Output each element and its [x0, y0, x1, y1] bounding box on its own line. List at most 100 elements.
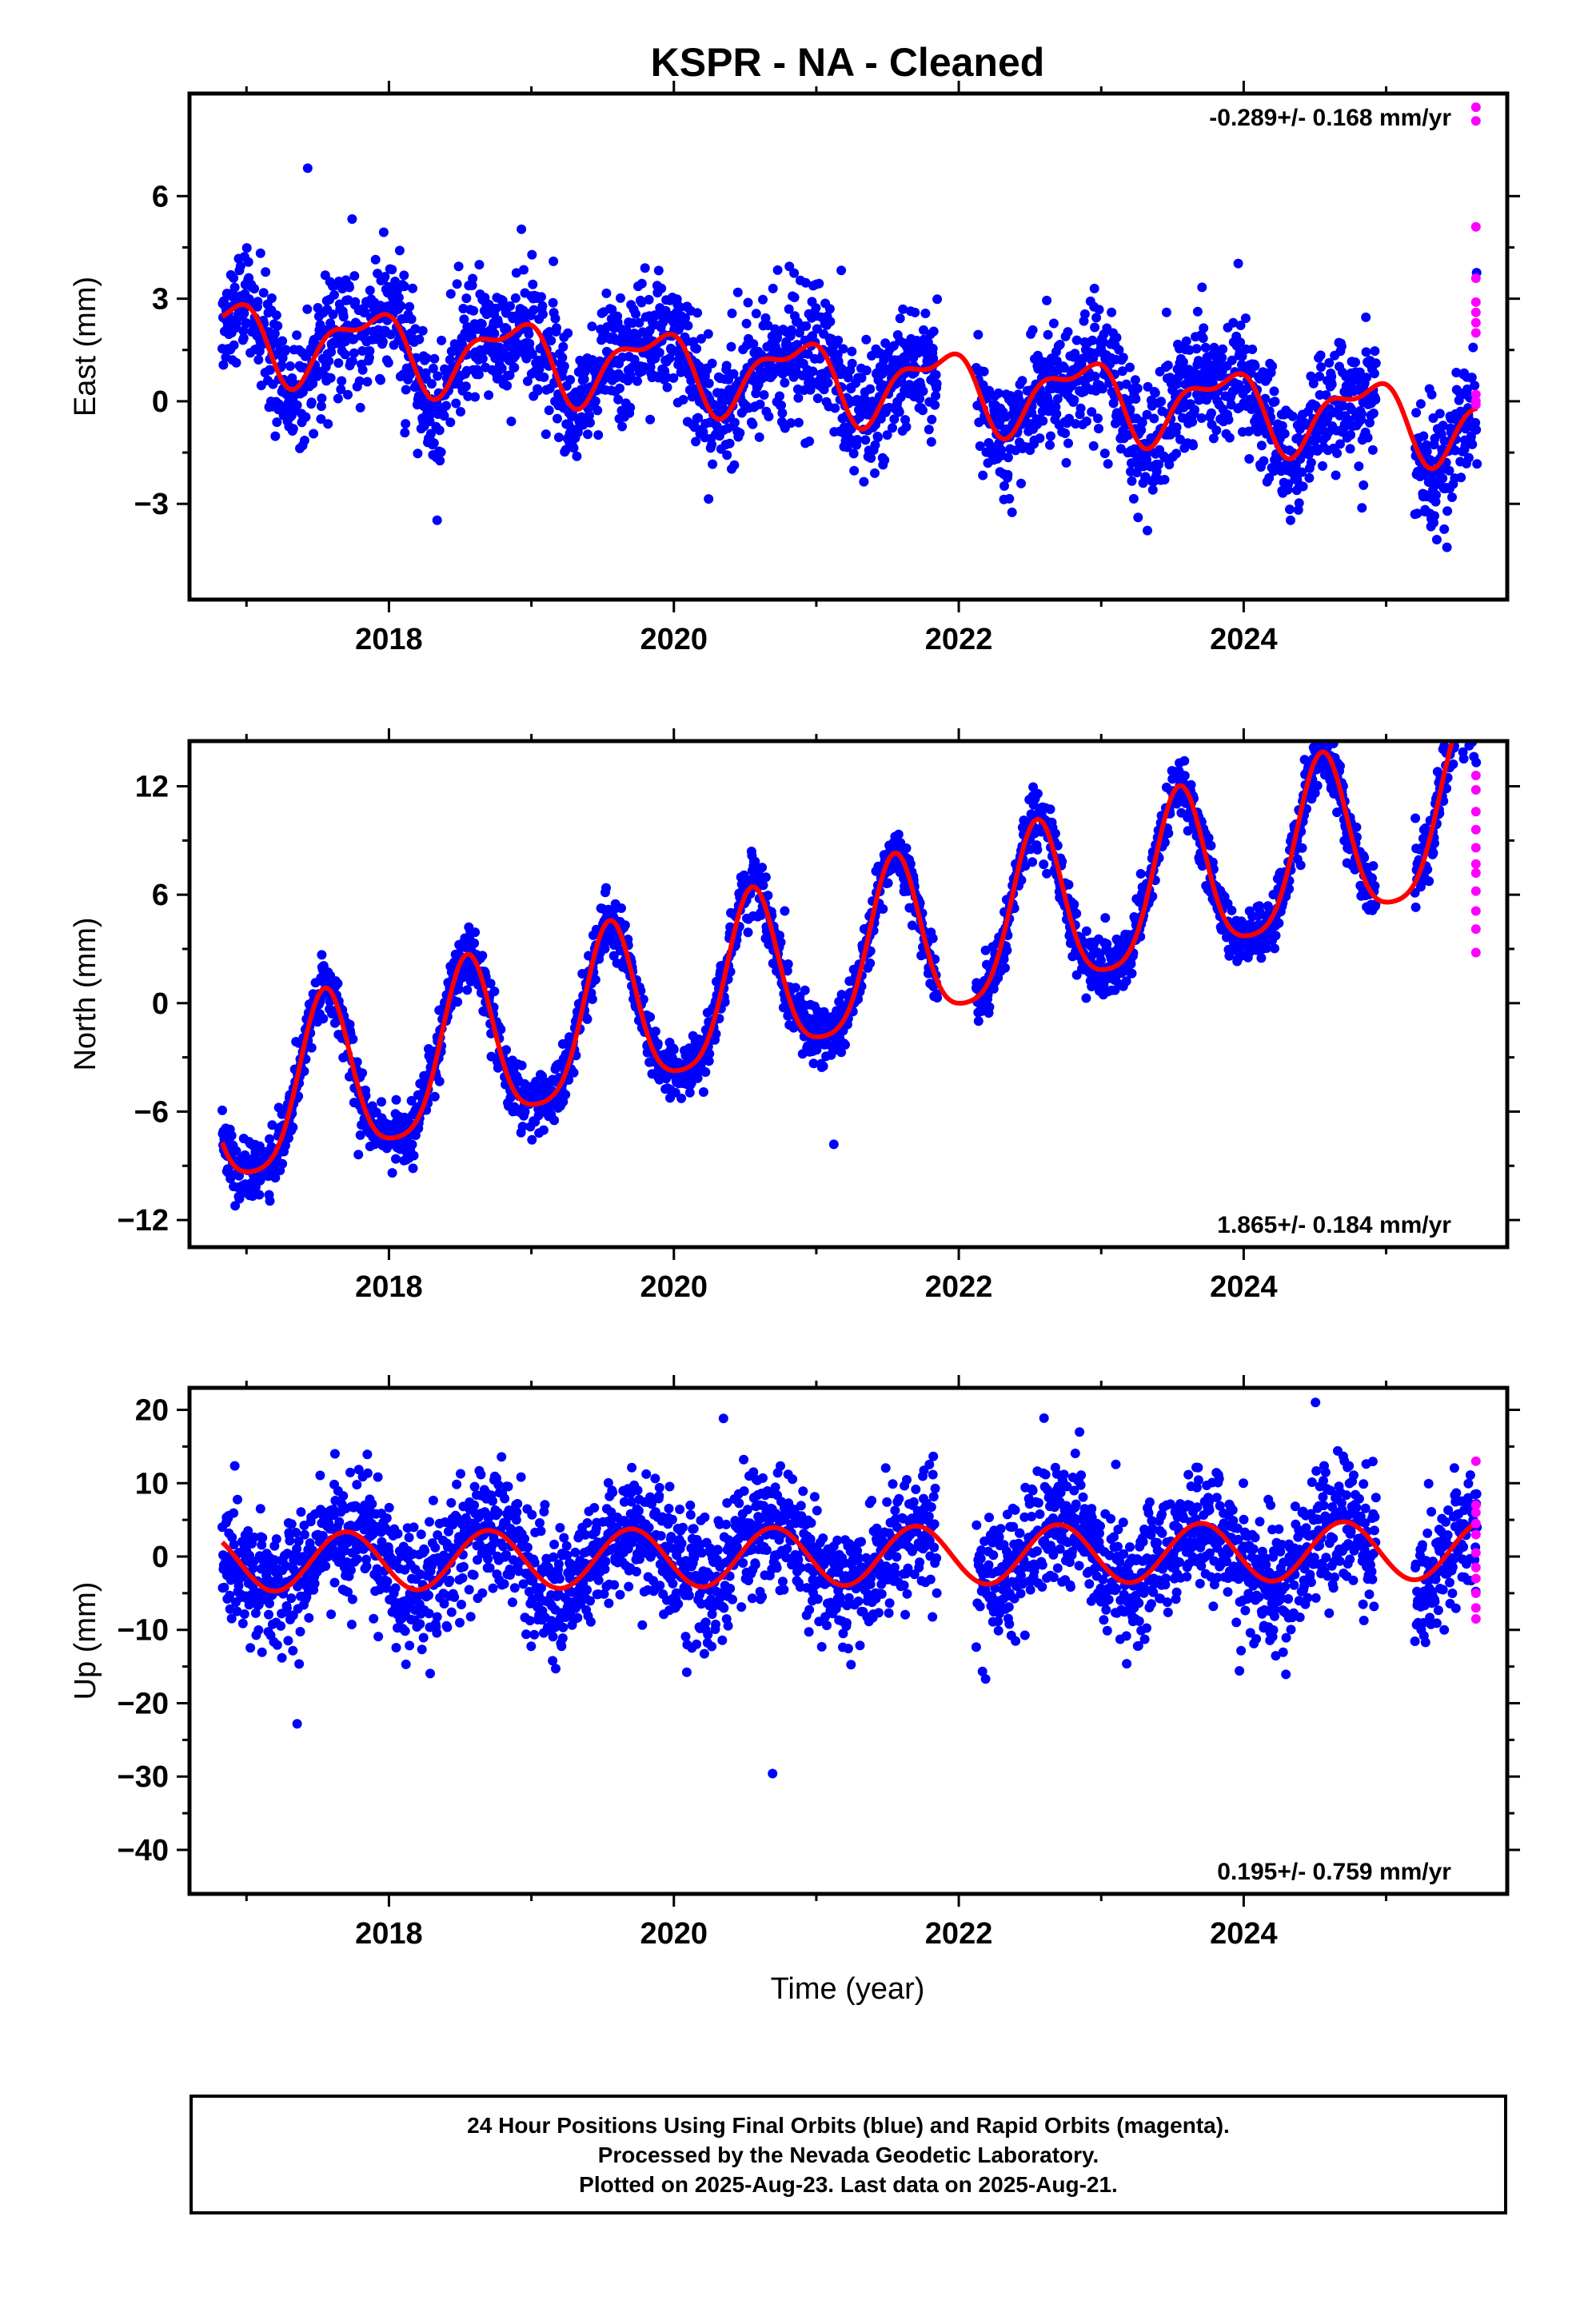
data-point: [1456, 472, 1466, 482]
data-point: [692, 344, 701, 353]
data-point: [1187, 780, 1196, 790]
data-point: [1143, 526, 1152, 536]
data-point: [396, 301, 405, 311]
data-point: [1288, 412, 1298, 421]
data-point: [1180, 771, 1190, 780]
data-point: [572, 452, 581, 461]
data-point: [1371, 395, 1380, 405]
data-point: [453, 279, 462, 289]
data-point: [640, 263, 650, 273]
data-point: [528, 280, 537, 289]
data-point: [884, 879, 893, 888]
rate-label-east: -0.289+/- 0.168 mm/yr: [1209, 105, 1451, 131]
data-point: [758, 295, 768, 305]
data-point: [429, 354, 439, 364]
data-point: [896, 313, 905, 323]
data-point: [461, 293, 471, 303]
data-point: [408, 284, 417, 293]
data-point: [401, 419, 410, 429]
data-point: [409, 1151, 419, 1161]
data-point: [1438, 473, 1447, 483]
data-point: [1227, 906, 1236, 915]
data-point: [384, 358, 393, 368]
data-point: [519, 265, 529, 275]
data-point: [593, 430, 603, 440]
data-point: [409, 1163, 418, 1173]
data-point: [733, 288, 743, 297]
data-point: [870, 468, 880, 478]
x-tick-label: 2022: [925, 623, 993, 656]
data-point: [289, 424, 298, 433]
data-point: [1187, 417, 1197, 427]
data-point: [833, 336, 843, 345]
data-point: [1071, 909, 1081, 919]
data-point: [1346, 430, 1355, 440]
data-point: [727, 342, 736, 352]
data-point: [699, 1087, 708, 1097]
data-point: [239, 333, 249, 343]
data-point: [1119, 353, 1128, 362]
data-point: [461, 381, 471, 391]
figure-title: KSPR - NA - Cleaned: [651, 40, 1045, 85]
data-point: [249, 284, 259, 293]
data-point: [616, 903, 626, 913]
data-point: [379, 228, 389, 237]
data-point: [1163, 361, 1173, 370]
data-point: [401, 385, 411, 395]
rapid-point: [1471, 308, 1481, 317]
data-point: [1251, 361, 1260, 371]
data-point: [1133, 384, 1143, 393]
data-point: [1218, 345, 1227, 354]
data-point: [1307, 458, 1316, 468]
data-point: [261, 267, 270, 277]
data-point: [656, 284, 666, 293]
data-point: [339, 312, 349, 321]
data-point: [462, 985, 472, 995]
data-point: [1267, 361, 1277, 371]
data-point: [1369, 409, 1379, 418]
plot-area-east: [217, 102, 1482, 623]
data-point: [704, 1049, 714, 1058]
data-point: [527, 250, 537, 260]
data-point: [388, 1168, 397, 1178]
data-point: [511, 293, 521, 303]
data-point: [848, 359, 857, 369]
data-point: [1028, 325, 1038, 335]
data-point: [1160, 475, 1170, 484]
data-point: [676, 1094, 686, 1103]
data-point: [1127, 969, 1137, 979]
data-point: [484, 390, 493, 400]
data-point: [1172, 731, 1182, 740]
data-point: [756, 400, 765, 409]
data-point: [1162, 308, 1171, 317]
data-point: [433, 516, 442, 525]
data-point: [787, 325, 796, 335]
data-point: [1447, 492, 1457, 502]
data-point: [1081, 994, 1091, 1003]
data-point: [356, 403, 365, 413]
data-point: [1432, 535, 1442, 544]
data-point: [418, 326, 428, 336]
data-point: [1199, 333, 1208, 343]
data-point: [1211, 425, 1221, 435]
data-point: [1091, 313, 1101, 322]
data-point: [430, 1092, 440, 1102]
data-point: [830, 404, 840, 413]
data-point: [400, 428, 409, 437]
data-point: [1418, 432, 1428, 441]
data-point: [1357, 503, 1367, 512]
data-point: [1131, 375, 1140, 385]
data-point: [1241, 313, 1251, 323]
data-point: [1063, 439, 1073, 448]
data-point: [1103, 459, 1113, 468]
data-point: [592, 405, 602, 415]
data-point: [229, 341, 239, 350]
data-point: [840, 1040, 850, 1050]
data-point: [932, 370, 941, 380]
data-point: [1197, 282, 1207, 292]
data-point: [302, 305, 312, 314]
data-point: [427, 379, 437, 389]
data-point: [1357, 409, 1367, 419]
data-point: [1156, 397, 1166, 406]
data-point: [553, 414, 562, 424]
